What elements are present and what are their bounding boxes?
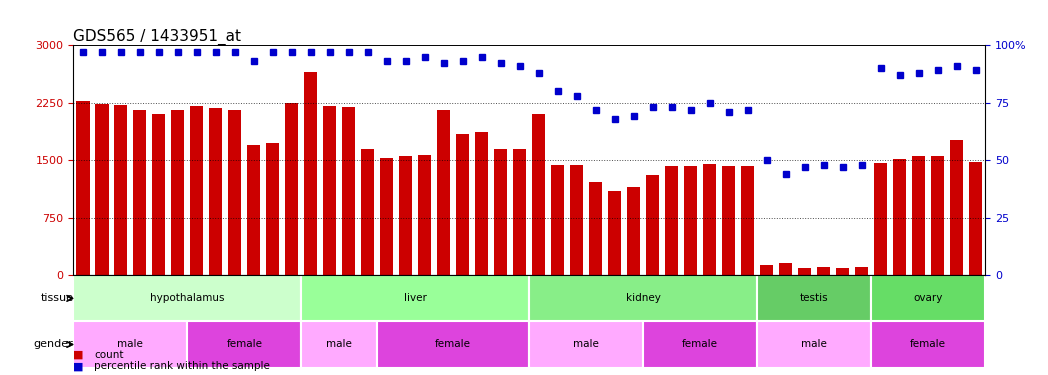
Text: count: count (94, 350, 124, 360)
Bar (627, 187, 640, 275)
Bar (475, 132, 488, 275)
Text: male: male (802, 339, 827, 350)
FancyBboxPatch shape (757, 321, 871, 368)
Text: gender: gender (34, 339, 73, 350)
FancyBboxPatch shape (643, 321, 757, 368)
Bar (741, 165, 755, 275)
Bar (532, 114, 545, 275)
Bar (514, 149, 526, 275)
Bar (171, 110, 184, 275)
Bar (266, 142, 280, 275)
Text: female: female (435, 339, 472, 350)
Bar (570, 165, 584, 275)
Text: GDS565 / 1433951_at: GDS565 / 1433951_at (73, 29, 241, 45)
FancyBboxPatch shape (871, 321, 985, 368)
Bar (362, 148, 374, 275)
Bar (836, 268, 849, 275)
Text: ovary: ovary (914, 293, 943, 303)
FancyBboxPatch shape (301, 275, 529, 321)
FancyBboxPatch shape (529, 275, 757, 321)
Bar (893, 159, 907, 275)
Bar (760, 266, 773, 275)
Bar (323, 106, 336, 275)
Bar (210, 108, 222, 275)
Bar (77, 101, 89, 275)
Text: ■: ■ (73, 361, 84, 371)
Bar (228, 110, 241, 275)
Bar (722, 165, 736, 275)
FancyBboxPatch shape (73, 275, 301, 321)
Text: liver: liver (403, 293, 427, 303)
Bar (247, 145, 261, 275)
Bar (931, 156, 944, 275)
FancyBboxPatch shape (529, 321, 643, 368)
Bar (949, 140, 963, 275)
Text: kidney: kidney (626, 293, 660, 303)
Bar (437, 110, 451, 275)
Text: male: male (117, 339, 144, 350)
Text: male: male (326, 339, 352, 350)
Bar (285, 104, 299, 275)
Text: tissue: tissue (41, 293, 73, 303)
FancyBboxPatch shape (757, 275, 871, 321)
Text: male: male (573, 339, 599, 350)
Bar (855, 267, 869, 275)
Text: female: female (226, 339, 262, 350)
Bar (418, 155, 432, 275)
Bar (114, 105, 128, 275)
Bar (665, 166, 678, 275)
FancyBboxPatch shape (871, 275, 985, 321)
Bar (133, 110, 147, 275)
Bar (817, 267, 830, 275)
Bar (342, 107, 355, 275)
Bar (456, 134, 470, 275)
FancyBboxPatch shape (188, 321, 301, 368)
Bar (95, 104, 109, 275)
Bar (304, 72, 318, 275)
Bar (190, 106, 203, 275)
Bar (684, 166, 697, 275)
Bar (399, 156, 413, 275)
Bar (703, 164, 717, 275)
Text: testis: testis (800, 293, 829, 303)
Bar (874, 163, 888, 275)
Bar (608, 191, 621, 275)
Bar (969, 162, 982, 275)
FancyBboxPatch shape (377, 321, 529, 368)
Text: hypothalamus: hypothalamus (150, 293, 224, 303)
Text: female: female (682, 339, 718, 350)
Bar (912, 156, 925, 275)
Text: ■: ■ (73, 350, 84, 360)
Bar (380, 158, 393, 275)
Bar (551, 165, 565, 275)
Bar (646, 175, 659, 275)
Bar (589, 183, 603, 275)
Bar (798, 268, 811, 275)
Text: female: female (910, 339, 946, 350)
FancyBboxPatch shape (301, 321, 377, 368)
Text: percentile rank within the sample: percentile rank within the sample (94, 361, 270, 371)
FancyBboxPatch shape (73, 321, 188, 368)
Bar (152, 114, 166, 275)
Bar (779, 263, 792, 275)
Bar (494, 149, 507, 275)
